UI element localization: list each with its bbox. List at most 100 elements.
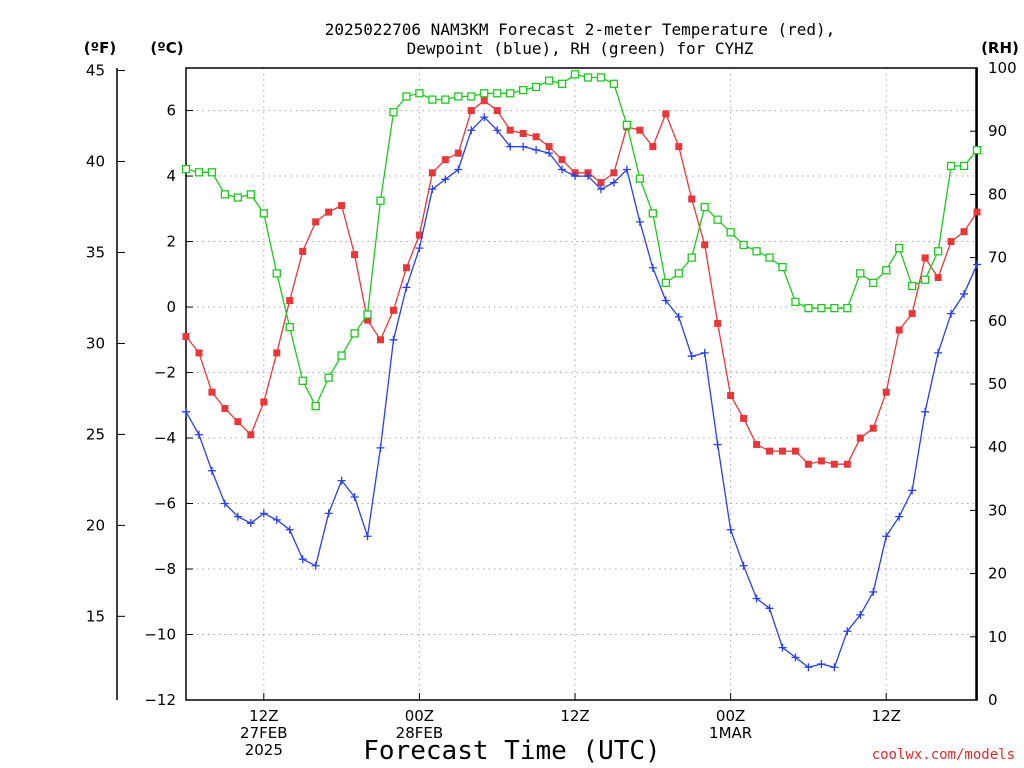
temperature-point (804, 460, 812, 468)
rh-tick-label: 40 (988, 438, 1007, 456)
temperature-point (753, 441, 761, 449)
temperature-point (377, 336, 385, 344)
temperature-point (286, 296, 294, 304)
dewpoint-point (376, 443, 385, 452)
rh-point (480, 89, 489, 98)
dewpoint-point (674, 312, 683, 321)
dewpoint-point (609, 178, 618, 187)
dewpoint-point (532, 145, 541, 154)
dewpoint-point (960, 289, 969, 298)
rh-point (363, 310, 372, 319)
temperature-point (351, 251, 359, 259)
temperature-point (519, 129, 527, 137)
rh-point (920, 275, 930, 284)
temperature-point (740, 414, 748, 422)
rh-point (272, 269, 281, 278)
x-axis-title: Forecast Time (UTC) (363, 736, 660, 766)
rh-point (959, 161, 969, 171)
dewpoint-point (220, 499, 229, 508)
rh-point (311, 401, 320, 411)
dewpoint-point (947, 309, 956, 318)
temperature-point (882, 388, 890, 396)
temperature-point (973, 208, 981, 216)
temperature-point (221, 405, 229, 413)
rh-point (324, 373, 333, 382)
dewpoint-point (182, 407, 190, 416)
dewpoint-point (285, 525, 294, 534)
rh-point (544, 76, 554, 85)
rh-point (791, 297, 800, 306)
dewpoint-point (752, 594, 761, 603)
rh-point (233, 193, 243, 202)
rh-point (415, 89, 424, 98)
temperature-point (273, 349, 281, 357)
dewpoint-point (428, 185, 437, 194)
dewpoint-point (415, 244, 424, 253)
rh-point (765, 253, 774, 262)
dewpoint-point (311, 561, 320, 570)
fahrenheit-tick-label: 15 (86, 607, 105, 625)
dewpoint-point (558, 165, 567, 174)
rh-point (752, 247, 761, 256)
temperature-point (817, 457, 825, 465)
rh-point (843, 304, 852, 313)
temperature-point (597, 179, 605, 187)
dewpoint-point (441, 175, 450, 184)
dewpoint-point (804, 663, 813, 672)
rh-point (726, 228, 735, 237)
rh-point (246, 190, 255, 199)
temperature-point (312, 218, 320, 226)
dewpoint-point (194, 430, 203, 439)
rh-point (298, 376, 307, 385)
dewpoint-point (571, 172, 580, 181)
temperature-point (688, 195, 696, 203)
celsius-tick-label: −8 (154, 560, 176, 578)
celsius-tick-label: −4 (154, 429, 176, 447)
temperature-point (610, 169, 618, 177)
temperature-point (208, 388, 216, 396)
rh-point (493, 89, 502, 98)
rh-point (933, 247, 943, 256)
dewpoint-point (506, 142, 515, 151)
dewpoint-point (856, 610, 865, 619)
rh-point (259, 209, 268, 218)
dewpoint-point (454, 165, 463, 174)
rh-tick-label: 0 (988, 691, 998, 709)
temperature-point (402, 264, 410, 272)
rh-tick-label: 100 (988, 59, 1017, 77)
temperature-series (182, 97, 981, 468)
dewpoint-point (973, 260, 981, 269)
temperature-point (299, 247, 307, 255)
temperature-point (364, 316, 372, 324)
temperature-point (480, 97, 488, 105)
rh-point (674, 269, 683, 278)
temperature-point (415, 231, 423, 239)
rh-point (687, 253, 696, 262)
x-tick-label: 12Z (560, 707, 589, 725)
temperature-point (428, 169, 436, 177)
x-tick-label: 28FEB (396, 724, 443, 742)
temperature-point (947, 238, 955, 246)
celsius-tick-label: −12 (144, 691, 176, 709)
fahrenheit-unit-label: (ºF) (84, 39, 116, 57)
temperature-point (441, 156, 449, 164)
temperature-point (532, 133, 540, 141)
dewpoint-point (635, 217, 644, 226)
temperature-point (649, 143, 657, 151)
dewpoint-point (272, 515, 281, 524)
rh-tick-label: 80 (988, 185, 1007, 203)
dewpoint-point (895, 512, 904, 521)
rh-tick-label: 90 (988, 122, 1007, 140)
dewpoint-point (493, 126, 502, 135)
rh-point (869, 278, 878, 288)
rh-point (817, 304, 826, 313)
dewpoint-point (791, 653, 800, 662)
dewpoint-point (778, 643, 787, 652)
temperature-line (185, 99, 978, 465)
temperature-point (766, 447, 774, 455)
rh-point (882, 266, 891, 275)
temperature-point (260, 398, 268, 406)
rh-tick-label: 10 (988, 628, 1007, 646)
